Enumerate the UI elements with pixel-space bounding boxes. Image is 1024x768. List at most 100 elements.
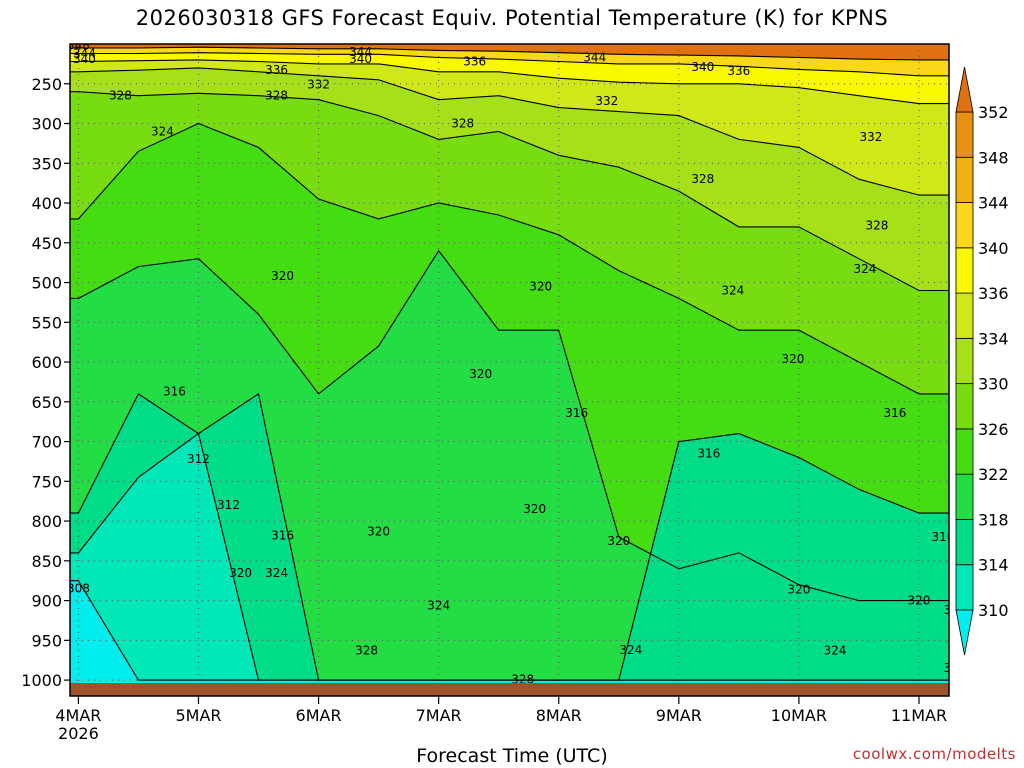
contour-label: 344 [583,51,606,65]
y-tick-label: 400 [31,194,62,213]
y-tick-label: 650 [31,393,62,412]
contour-label: 340 [73,52,96,66]
y-tick-label: 450 [31,234,62,253]
contour-label: 316 [163,384,186,398]
colorbar-segment [955,292,974,339]
contour-label: 320 [908,594,931,608]
contour-label: 324 [151,124,174,138]
contour-label: 324 [427,598,450,612]
contour-label: 336 [265,63,288,77]
y-tick-label: 950 [31,631,62,650]
colorbar-segment [955,428,974,475]
x-tick-sublabel: 2026 [58,724,99,743]
contour-label: 340 [691,60,714,74]
contour-label: 324 [721,283,744,297]
colorbar-label: 318 [978,510,1009,529]
colorbar-label: 322 [978,465,1009,484]
x-tick-label: 4MAR [55,706,101,725]
contour-340 [70,52,949,77]
colorbar-segment [955,156,974,203]
contour-label: 324 [823,644,846,658]
colorbar-bottom-arrow [955,609,974,656]
contour-label: 312 [217,498,240,512]
contour-label: 316 [31,530,54,544]
x-tick-label: 9MAR [656,706,702,725]
colorbar-segment [955,383,974,430]
colorbar-top-arrow [955,66,974,113]
colorbar-label: 336 [978,284,1009,303]
y-tick-label: 300 [31,115,62,134]
x-tick-label: 7MAR [416,706,462,725]
contour-label: 320 [469,367,492,381]
plot-frame [69,43,950,697]
colorbar-segment [955,473,974,520]
colorbar: 310 314 318 322 326 330 334 336 340 344 348 352 [955,66,1009,656]
contour-336 [70,59,949,105]
colorbar-segment [955,337,974,385]
contour-label: 320 [523,502,546,516]
contour-label: 324 [619,643,642,657]
contour-label: 312 [187,452,210,466]
contour-label: 316 [884,406,907,420]
contour-316 [70,392,949,681]
contour-label: 320 [37,253,60,267]
x-tick-label: 6MAR [296,706,342,725]
contour-lines [70,46,949,681]
colorbar-label: 310 [978,601,1009,620]
ground-strip [70,683,949,696]
y-tick-label: 800 [31,512,62,531]
x-tick-label: 8MAR [536,706,582,725]
contour-label: 336 [7,59,30,73]
credit-link[interactable]: coolwx.com/modelts [852,745,1016,763]
color-fill-layer [70,44,949,696]
contour-label: 348 [67,39,90,53]
y-tick-label: 600 [31,353,62,372]
y-tick-label: 700 [31,433,62,452]
colorbar-label: 330 [978,375,1009,394]
contour-label: 320 [367,524,390,538]
contour-324 [70,122,949,395]
contour-label: 324 [853,262,876,276]
contour-label: 316 [271,528,294,542]
contour-320 [70,249,949,602]
contour-label: 324 [944,661,967,675]
colorbar-label: 340 [978,239,1009,258]
contour-label: 328 [691,172,714,186]
contour-label: 320 [787,582,810,596]
contour-label: 336 [727,64,750,78]
contour-label: 328 [355,644,378,658]
chart-title: 2026030318 GFS Forecast Equiv. Potential… [135,6,889,30]
colorbar-label: 352 [978,103,1009,122]
colorbar-segment [955,247,974,294]
contour-label: 328 [451,117,474,131]
contour-label: 320 [229,566,252,580]
colorbar-label: 314 [978,556,1009,575]
y-tick-label: 850 [31,552,62,571]
y-tick-label: 350 [31,154,62,173]
contour-label: 344 [73,47,96,61]
contour-344 [70,46,949,61]
colorbar-segment [955,202,974,249]
contour-label: 320 [781,352,804,366]
contour-label: 328 [511,672,534,686]
x-tick-label: 5MAR [175,706,221,725]
contour-label: 320 [607,534,630,548]
colorbar-label: 326 [978,420,1009,439]
contour-label: 332 [595,94,618,108]
colorbar-label: 334 [978,329,1009,348]
contour-label: 308 [67,582,90,596]
y-tick-label: 1000 [21,671,62,690]
y-tick-label: 250 [31,75,62,94]
contour-label: 316 [565,406,588,420]
y-tick-label: 550 [31,313,62,332]
contour-label: 320 [271,269,294,283]
contour-labels: 3483443403363323283243443403363323283243… [7,39,967,686]
y-tick-label: 750 [31,472,62,491]
contour-label: 340 [349,52,372,66]
contour-label: 328 [265,89,288,103]
contour-label: 324 [944,603,967,617]
x-axis-title: Forecast Time (UTC) [416,745,608,767]
contour-label: 344 [349,45,372,59]
